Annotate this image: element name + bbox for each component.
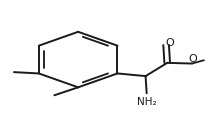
Text: O: O	[188, 54, 197, 64]
Text: NH₂: NH₂	[137, 97, 156, 107]
Text: O: O	[166, 38, 174, 48]
